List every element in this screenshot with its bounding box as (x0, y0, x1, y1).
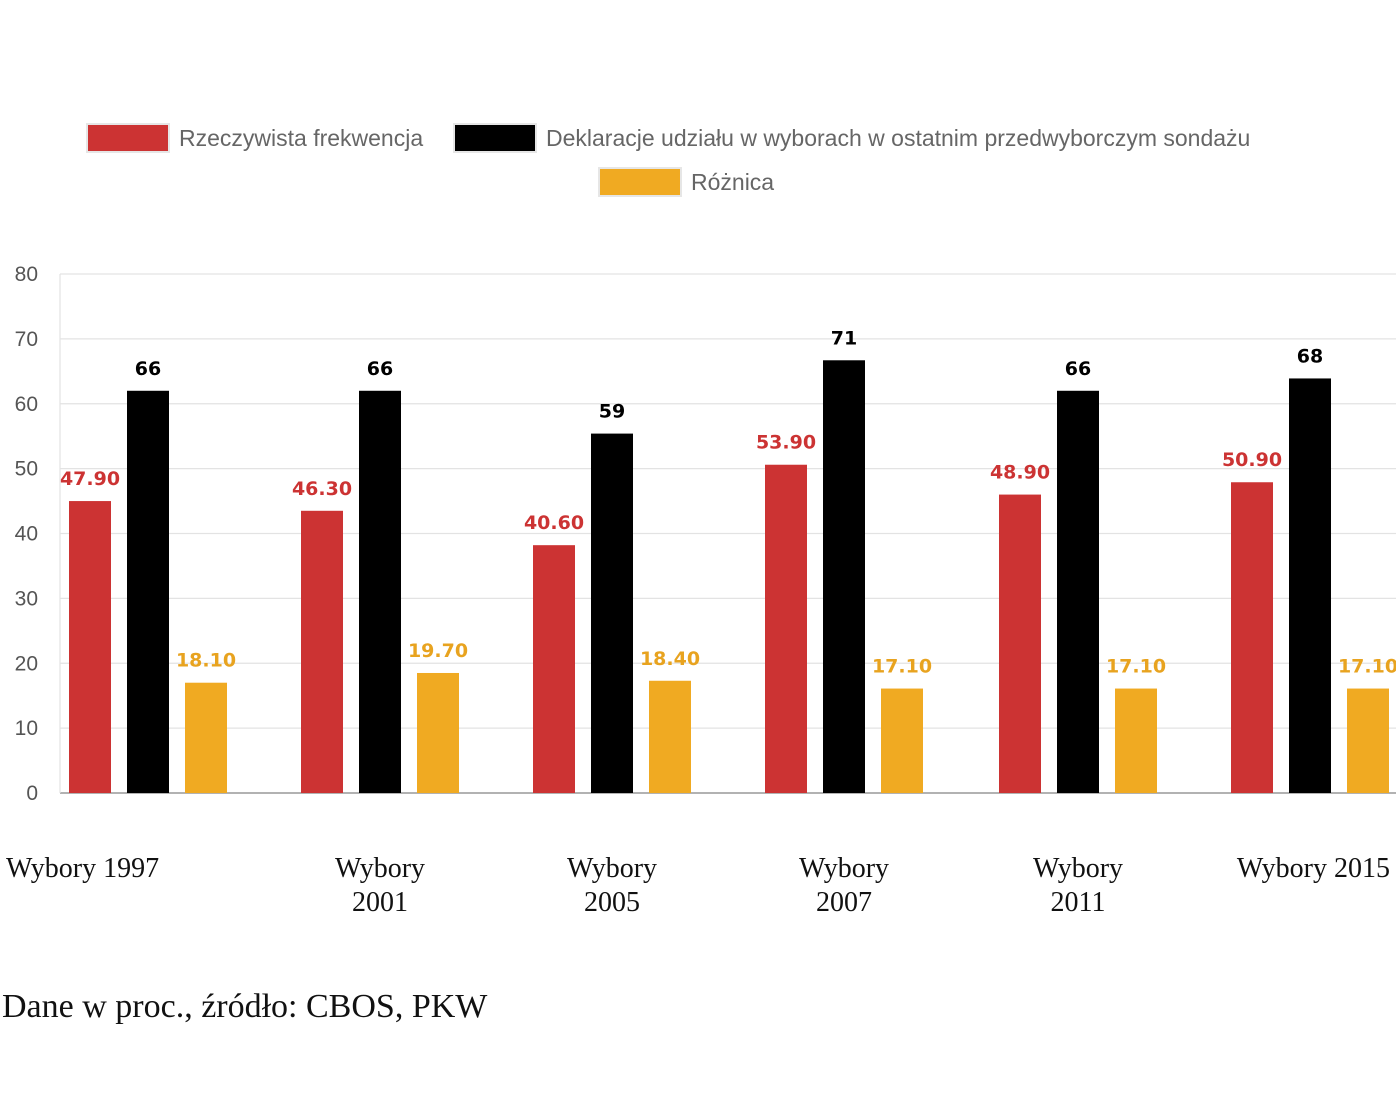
bar (1231, 482, 1273, 793)
y-tick-label: 60 (15, 393, 38, 416)
legend-swatch (600, 169, 680, 195)
data-label: 17.10 (1338, 656, 1396, 678)
bar (881, 688, 923, 793)
y-tick-label: 30 (15, 587, 38, 610)
data-label: 40.60 (524, 512, 584, 534)
x-tick-label: 2011 (1051, 887, 1106, 918)
bar (765, 464, 807, 793)
data-label: 48.90 (990, 462, 1050, 484)
bar (1289, 378, 1331, 793)
bar (1115, 688, 1157, 793)
data-label: 17.10 (1106, 656, 1166, 678)
x-tick-label: Wybory (567, 853, 657, 884)
data-label: 47.90 (60, 468, 120, 490)
data-label: 59 (599, 401, 625, 423)
y-tick-label: 20 (15, 652, 38, 675)
y-tick-label: 40 (15, 523, 38, 546)
x-tick-label: Wybory 1997 (6, 853, 159, 884)
x-tick-label: Wybory 2015 (1237, 853, 1390, 884)
data-label: 19.70 (408, 640, 468, 662)
data-label: 68 (1297, 345, 1323, 367)
data-label: 53.90 (756, 432, 816, 454)
y-tick-label: 70 (15, 328, 38, 351)
bar (1347, 688, 1389, 793)
legend-label: Rzeczywista frekwencja (179, 125, 423, 151)
data-label: 66 (135, 358, 161, 380)
data-label: 17.10 (872, 656, 932, 678)
bar (417, 672, 459, 793)
legend-label: Deklaracje udziału w wyborach w ostatnim… (546, 125, 1250, 151)
y-tick-label: 80 (15, 263, 38, 286)
bar (1057, 390, 1099, 793)
data-label: 66 (1065, 358, 1091, 380)
bar (533, 545, 575, 793)
bar (127, 390, 169, 793)
x-tick-label: 2005 (584, 887, 640, 918)
x-tick-label: Wybory (335, 853, 425, 884)
data-label: 46.30 (292, 478, 352, 500)
bar (301, 510, 343, 793)
x-tick-label: 2001 (352, 887, 408, 918)
y-tick-label: 50 (15, 458, 38, 481)
bar (591, 433, 633, 793)
source-note: Dane w proc., źródło: CBOS, PKW (2, 988, 488, 1025)
y-tick-label: 0 (26, 782, 38, 805)
bar (999, 494, 1041, 793)
bar (185, 682, 227, 793)
bar (359, 390, 401, 793)
data-label: 18.40 (640, 648, 700, 670)
legend-label: Różnica (691, 169, 774, 195)
legend-swatch (455, 125, 535, 151)
data-label: 18.10 (176, 650, 236, 672)
x-tick-label: Wybory (799, 853, 889, 884)
bar (649, 680, 691, 793)
legend-swatch (88, 125, 168, 151)
data-label: 66 (367, 358, 393, 380)
bar (823, 360, 865, 793)
x-tick-label: 2007 (816, 887, 872, 918)
bar (69, 501, 111, 793)
data-label: 71 (831, 327, 857, 349)
x-tick-label: Wybory (1033, 853, 1123, 884)
y-tick-label: 10 (15, 717, 38, 740)
data-label: 50.90 (1222, 449, 1282, 471)
